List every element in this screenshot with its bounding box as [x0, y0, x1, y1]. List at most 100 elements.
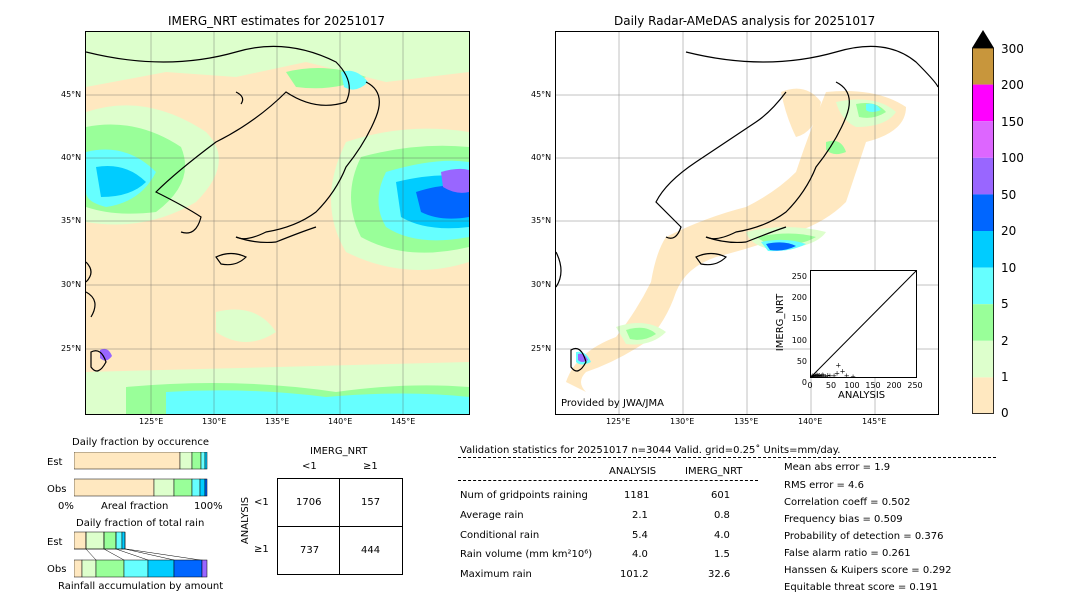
scatter-point: +	[835, 362, 841, 370]
scatter-x-ticks: 0 50 100 150 200 250	[807, 381, 922, 390]
contingency-hline	[278, 526, 402, 527]
colorbar-segment	[972, 121, 994, 158]
occurrence-title: Daily fraction by occurence	[72, 437, 210, 448]
stat-row-label: Maximum rain	[460, 569, 532, 580]
scatter-point: +	[811, 373, 817, 377]
stat-row-analysis: 2.1	[632, 510, 648, 521]
occ-est-seg	[74, 452, 181, 470]
right-lat-40: 40°N	[531, 153, 552, 162]
occurrence-axis-right: 100%	[194, 501, 223, 512]
scatter-inset: +++++++++++++++++++++++	[809, 270, 917, 381]
scatter-ytick: 100	[791, 335, 807, 345]
rain-obs-seg	[173, 559, 203, 578]
stat-row-imerg: 0.8	[714, 510, 730, 521]
occurrence-obs-label: Obs	[47, 484, 67, 495]
right-lat-35: 35°N	[531, 216, 552, 225]
score-item: RMS error = 4.6	[784, 480, 864, 491]
contingency-col-ge: ≥1	[363, 461, 378, 472]
scatter-point: +	[811, 372, 816, 377]
colorbar-segment	[972, 340, 994, 378]
occurrence-axis-left: 0%	[58, 501, 74, 512]
colorbar-segment	[972, 231, 994, 268]
scatter-xtick: 250	[907, 381, 922, 390]
scatter-point: +	[850, 373, 856, 377]
scatter-point: +	[815, 372, 821, 377]
total-rain-title: Daily fraction of total rain	[76, 518, 205, 529]
colorbar-extend-arrow	[972, 30, 994, 48]
validation-header-line	[458, 480, 758, 481]
colorbar-tick: 50	[1001, 188, 1017, 202]
colorbar-segment	[972, 157, 994, 195]
stat-row-analysis: 5.4	[632, 530, 648, 541]
left-coastlines	[86, 45, 380, 372]
stat-row-imerg: 4.0	[714, 530, 730, 541]
contingency-row-lt: <1	[254, 497, 269, 508]
scatter-xtick: 200	[886, 381, 901, 390]
scatter-point: +	[817, 373, 823, 377]
scatter-point: +	[834, 369, 840, 377]
scatter-xtick: 150	[865, 381, 880, 390]
scatter-ytick: 200	[791, 293, 807, 303]
left-lon-130: 130°E	[202, 417, 227, 426]
right-lon-125: 125°E	[606, 417, 631, 426]
right-lon-145: 145°E	[862, 417, 887, 426]
provided-by-label: Provided by JWA/JMA	[561, 398, 664, 409]
rain-obs-seg	[201, 559, 208, 578]
score-item: Frequency bias = 0.509	[784, 514, 903, 525]
colorbar-tick: 100	[1001, 151, 1024, 165]
rain-obs-seg	[95, 559, 125, 578]
scatter-point: +	[813, 373, 819, 377]
rain-est-seg	[103, 531, 117, 550]
occurrence-bars	[74, 452, 208, 497]
colorbar-tick: 20	[1001, 224, 1017, 238]
stat-row-label: Num of gridpoints raining	[460, 490, 588, 501]
occ-obs-seg	[153, 478, 175, 497]
scatter-ytick: 150	[791, 314, 807, 324]
left-lon-140: 140°E	[328, 417, 353, 426]
scatter-point: +	[821, 372, 827, 377]
right-lon-140: 140°E	[798, 417, 823, 426]
total-rain-bars	[74, 531, 208, 578]
colorbar-tick: 5	[1001, 297, 1009, 311]
rain-connector	[74, 548, 208, 562]
rain-est-seg	[115, 531, 123, 550]
colorbar-tick: 2	[1001, 334, 1009, 348]
left-map-canvas	[86, 32, 469, 414]
right-coastlines	[556, 45, 938, 372]
colorbar-outline	[972, 47, 994, 414]
colorbar-tick: 300	[1001, 42, 1024, 56]
contingency-header: IMERG_NRT	[310, 446, 368, 457]
contingency-cell: 157	[361, 497, 381, 508]
rain-est-seg	[74, 531, 87, 550]
scatter-xtick: 0	[807, 381, 812, 390]
colorbar-segment	[972, 194, 994, 231]
colorbar-tick: 0	[1001, 406, 1009, 420]
scatter-xtick: 100	[844, 381, 859, 390]
score-item: False alarm ratio = 0.261	[784, 548, 911, 559]
left-lat-40: 40°N	[61, 153, 82, 162]
total-rain-obs-label: Obs	[47, 564, 67, 575]
scatter-ytick: 0	[801, 378, 807, 388]
scatter-xlabel: ANALYSIS	[838, 390, 886, 401]
scatter-point: +	[831, 372, 837, 377]
stat-row-label: Conditional rain	[460, 530, 540, 541]
left-grid	[86, 32, 469, 414]
right-lat-45: 45°N	[531, 90, 552, 99]
occ-obs-seg	[191, 478, 201, 497]
rain-obs-seg	[123, 559, 149, 578]
scatter-point: +	[827, 372, 833, 377]
scatter-y-ticks: 250 200 150 100 50 0	[785, 266, 807, 393]
stat-row-imerg: 601	[711, 490, 731, 501]
occ-obs-seg	[199, 478, 206, 497]
colorbar-canvas	[972, 30, 994, 414]
right-lat-30: 30°N	[531, 280, 552, 289]
occ-obs-seg	[173, 478, 193, 497]
scatter-point: +	[819, 372, 825, 377]
colorbar	[972, 30, 994, 414]
left-lat-35: 35°N	[61, 216, 82, 225]
stat-row-analysis: 4.0	[632, 549, 648, 560]
stat-row-analysis: 1181	[624, 490, 650, 501]
stat-row-label: Average rain	[460, 510, 524, 521]
rain-connector	[85, 532, 97, 561]
colorbar-segment	[972, 84, 994, 122]
